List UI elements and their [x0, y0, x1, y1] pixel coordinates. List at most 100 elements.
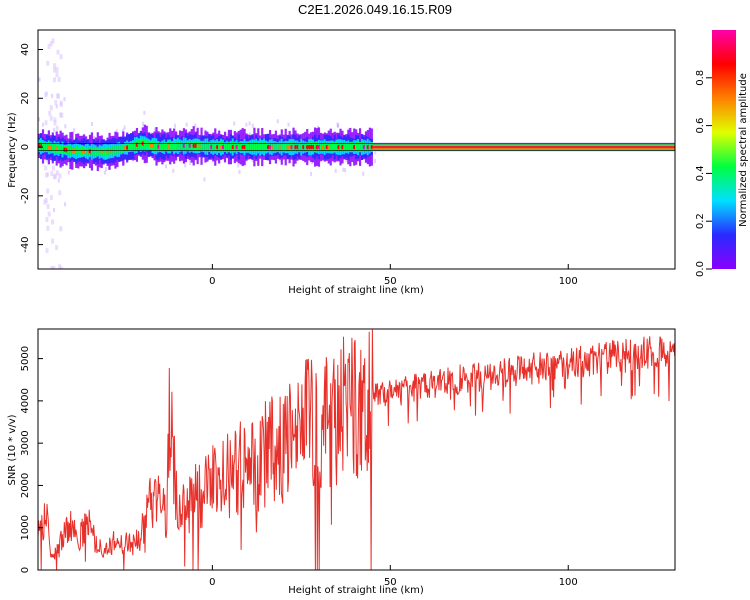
spectrogram-cell	[172, 168, 175, 173]
snr-y-tick-label: 2000	[20, 473, 31, 498]
spectrogram-cell	[59, 226, 63, 232]
spectrogram-cell	[53, 208, 56, 213]
spectrogram-cell	[56, 49, 60, 55]
spectrogram-cell	[131, 142, 135, 149]
spectrogram-cell	[108, 148, 111, 155]
spectrogram-cell	[51, 219, 55, 225]
spectrogram-cell	[59, 54, 63, 60]
spectrogram-cell	[165, 164, 168, 169]
spectrogram-cell	[51, 38, 55, 44]
spectrogram-cell	[50, 171, 54, 177]
spectrogram-cell	[163, 142, 166, 151]
spectrogram-cell	[173, 142, 176, 150]
spectrogram-cell	[153, 141, 156, 151]
spectrogram-cell	[41, 122, 44, 127]
spectrogram-cell	[92, 147, 96, 156]
spectrogram-cell	[104, 170, 107, 175]
spectrogram-cell	[61, 145, 64, 154]
spectrogram-cell	[329, 143, 332, 151]
spectrogram-cell	[189, 160, 192, 165]
spectrogram-cell	[194, 123, 197, 128]
spectrogram-cell	[94, 146, 97, 157]
spectrogram-cell	[298, 143, 301, 152]
spectrogram-cell	[47, 44, 51, 50]
spectrogram-cell	[46, 188, 50, 194]
spectrogram-cell	[123, 125, 126, 130]
spectrogram-cell	[373, 159, 376, 164]
spectrogram-cell	[49, 41, 53, 47]
spectrogram-cell	[208, 141, 211, 152]
spectrogram-cell	[45, 143, 49, 151]
spectrogram-cell	[343, 142, 346, 152]
spectrogram-cell	[372, 145, 675, 149]
spectrogram-cell	[319, 143, 323, 151]
spectrogram-cell	[313, 141, 317, 153]
spectrogram-cell	[64, 124, 67, 129]
spectrogram-cell	[57, 144, 60, 154]
spectrogram-cell	[347, 142, 350, 152]
spectrogram-cell	[44, 165, 48, 171]
spectrogram-cell	[60, 112, 64, 118]
spectrogram-cell	[57, 76, 61, 82]
spectrogram-cell	[120, 145, 123, 153]
spectrogram-cell	[344, 168, 347, 173]
spectrogram-cell	[218, 142, 221, 153]
spectrogram-cell	[122, 144, 125, 154]
spectrogram-cell	[204, 143, 207, 150]
spectrogram-cell	[145, 140, 148, 149]
spectrogram-cell	[47, 211, 51, 217]
colorbar-tick-label: 0.0	[695, 261, 706, 277]
spectrogram-cell	[226, 133, 229, 138]
spectrogram-cell	[214, 142, 217, 152]
spectrogram-cell	[53, 128, 56, 133]
spectrogram-cell	[44, 120, 48, 126]
spectrogram-cell	[143, 139, 146, 149]
spectrogram-cell	[44, 92, 48, 98]
spectrogram-cell	[53, 117, 57, 123]
spectrogram-cell	[58, 190, 62, 196]
spectrogram-cell	[251, 143, 254, 151]
spectrogram-cell	[57, 93, 61, 99]
spectrogram-cell	[345, 143, 348, 151]
spectrogram-cell	[96, 148, 99, 156]
spectrogram-cell	[52, 265, 56, 269]
spectrogram-cell	[248, 132, 251, 137]
spectrogram-cell	[98, 148, 101, 156]
spectrogram-cell	[147, 140, 150, 149]
spectrogram-cell	[53, 173, 57, 179]
spectrogram-cell	[249, 142, 252, 152]
spectrogram-cell	[287, 122, 290, 127]
spectrogram-y-tick-label: 20	[20, 92, 31, 105]
spectrogram-cell	[41, 142, 45, 151]
spectrogram-cell	[233, 121, 236, 126]
spectrogram-cell	[115, 129, 118, 134]
snr-y-tick-label: 5000	[20, 346, 31, 371]
spectrogram-cell	[51, 93, 54, 98]
spectrogram-cell	[174, 123, 177, 128]
spectrogram-cell	[259, 142, 262, 152]
spectrogram-cell	[49, 115, 53, 121]
spectrogram-x-tick-label: 100	[559, 276, 578, 287]
spectrogram-cell	[50, 266, 54, 269]
spectrogram-cell	[114, 145, 117, 155]
spectrogram-cell	[59, 266, 63, 269]
snr-series-line	[38, 329, 675, 570]
spectrogram-cell	[49, 105, 53, 111]
spectrogram-cell	[137, 139, 141, 149]
spectrogram-cell	[55, 125, 59, 131]
spectrogram-cell	[337, 123, 340, 128]
spectrogram-y-axis-label: Frequency (Hz)	[7, 112, 18, 188]
spectrogram-cell	[212, 142, 215, 152]
spectrogram-cell	[333, 142, 336, 152]
snr-y-tick-label: 4000	[20, 388, 31, 413]
spectrogram-cell	[349, 142, 352, 152]
spectrogram-cell	[54, 100, 58, 106]
spectrogram-cell	[55, 104, 58, 109]
spectrogram-cell	[357, 141, 360, 153]
spectrogram-cell	[190, 141, 193, 150]
spectrogram-cell	[46, 60, 50, 66]
spectrogram-cell	[73, 128, 76, 133]
spectrogram-cell	[265, 143, 268, 152]
spectrogram-cell	[280, 142, 283, 152]
spectrogram-cell	[237, 163, 240, 168]
